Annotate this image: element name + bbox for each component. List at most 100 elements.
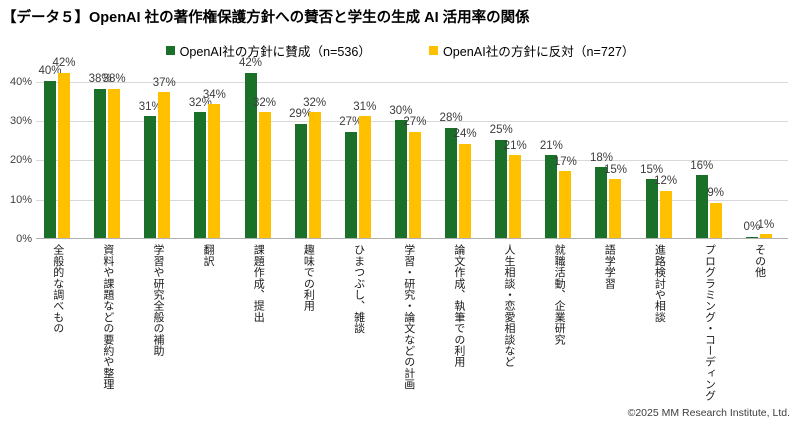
bar-oppose[interactable] [158, 92, 171, 238]
plot-area: 40% 42% 38% 38% 31% 37% 32% 34% 42% 32% 29% 32% 27% 3… [36, 58, 788, 239]
bar-oppose[interactable] [509, 155, 522, 238]
bar-value-label: 32% [303, 96, 327, 109]
y-tick-label: 40% [9, 75, 32, 88]
x-category-label: 趣味での利用 [302, 244, 315, 312]
bar-group[interactable]: 18% 15% [587, 62, 637, 238]
bar-value-label: 42% [52, 57, 76, 70]
bar-agree[interactable] [144, 116, 157, 238]
bar-agree[interactable] [545, 155, 558, 238]
bar-oppose[interactable] [759, 234, 772, 238]
x-category-label: 課題作成、提出 [252, 244, 265, 323]
bar-oppose[interactable] [258, 112, 271, 238]
bar-value-label: 21% [539, 139, 563, 152]
bar-oppose[interactable] [709, 202, 722, 238]
x-category-label: 学習や研究全般の補助 [152, 244, 165, 356]
bar-oppose[interactable] [58, 72, 70, 238]
bar-value-label: 31% [138, 100, 162, 113]
bar-value-label: 27% [339, 116, 363, 129]
bar-value-label: 32% [188, 96, 212, 109]
chart-legend: OpenAI社の方針に賛成（n=536） OpenAI社の方針に反対（n=727… [0, 40, 800, 60]
bar-value-label: 34% [202, 88, 226, 101]
bar-agree[interactable] [745, 236, 758, 238]
legend-swatch-oppose-icon [429, 45, 438, 55]
bar-value-label: 17% [553, 155, 577, 168]
bar-group[interactable]: 40% 42% [36, 58, 86, 238]
bar-value-label: 12% [654, 175, 678, 188]
bar-value-label: 38% [88, 73, 112, 86]
bar-oppose[interactable] [108, 88, 121, 238]
bar-agree[interactable] [445, 127, 458, 238]
copyright-footer: ©2025 MM Research Institute, Ltd. [627, 407, 790, 419]
bar-group[interactable]: 27% 31% [337, 62, 387, 238]
bar-group[interactable]: 29% 32% [287, 62, 337, 238]
x-category-label: 語学学習 [603, 244, 616, 289]
bar-agree[interactable] [595, 167, 608, 238]
y-tick-label: 30% [9, 115, 32, 127]
y-tick-label: 20% [9, 154, 32, 167]
bar-group[interactable]: 30% 27% [387, 62, 437, 238]
bar-agree[interactable] [695, 175, 708, 238]
x-category-label: 人生相談・恋愛相談など [502, 244, 515, 368]
bar-group[interactable]: 28% 24% [437, 62, 487, 238]
bar-value-label: 18% [589, 151, 613, 164]
x-category-label: 学習・研究・論文などの計画 [402, 244, 415, 390]
bar-value-label: 31% [353, 100, 377, 113]
bar-value-label: 29% [289, 108, 313, 121]
legend-label-oppose: OpenAI社の方針に反対（n=727） [443, 44, 635, 59]
bar-group[interactable]: 16% 9% [688, 62, 738, 238]
x-category-label: 資料や課題などの要約や整理 [101, 244, 114, 390]
bar-value-label: 42% [239, 57, 263, 70]
bar-oppose[interactable] [408, 131, 421, 238]
bar-value-label: 16% [690, 159, 714, 172]
bar-oppose[interactable] [208, 104, 221, 238]
gridline [36, 81, 788, 83]
x-category-label: 就職活動、企業研究 [553, 244, 566, 345]
bar-oppose[interactable] [308, 112, 321, 238]
bar-agree[interactable] [94, 88, 107, 238]
bar-value-label: 40% [38, 65, 62, 78]
x-category-label: 翻訳 [202, 244, 215, 267]
bar-value-label: 21% [503, 139, 527, 152]
bar-oppose[interactable] [459, 143, 472, 238]
y-tick-label: 0% [16, 233, 32, 245]
bar-oppose[interactable] [659, 190, 672, 238]
bar-agree[interactable] [344, 131, 357, 238]
bar-agree[interactable] [244, 72, 257, 238]
legend-swatch-agree-icon [165, 45, 175, 55]
bar-group[interactable]: 21% 17% [537, 62, 587, 238]
x-category-label: プログラミング・コーディング [703, 244, 716, 401]
x-category-label: 進路検討や相談 [653, 244, 666, 323]
bar-group[interactable]: 0% 1% [738, 62, 788, 238]
bar-agree[interactable] [194, 112, 207, 238]
bar-group[interactable]: 42% 32% [237, 58, 287, 238]
bar-agree[interactable] [294, 123, 307, 238]
bar-agree[interactable] [394, 120, 407, 238]
x-axis-categories: 全般的な調べもの 資料や課題などの要約や整理 学習や研究全般の補助 翻訳 課題作成、提出… [36, 244, 788, 401]
bar-oppose[interactable] [559, 171, 572, 238]
legend-item-agree: OpenAI社の方針に賛成（n=536） [165, 41, 371, 60]
bar-value-label: 30% [389, 104, 413, 117]
chart-area: 0% 10% 20% 30% 40% 40% 42% 38% 38% 31% 37% 32% 34% 4… [0, 58, 800, 401]
y-tick-label: 10% [9, 193, 32, 206]
title-bar: 【データ５】OpenAI 社の著作権保護方針への賛否と学生の生成 AI 活用率の… [0, 0, 800, 32]
bar-group[interactable]: 15% 12% [638, 62, 688, 238]
bar-group[interactable]: 31% 37% [136, 62, 186, 238]
bar-oppose[interactable] [358, 116, 371, 238]
bar-value-label: 1% [757, 218, 775, 231]
bar-value-label: 25% [489, 124, 513, 137]
bar-oppose[interactable] [609, 179, 622, 238]
bar-agree[interactable] [44, 80, 56, 238]
bar-group[interactable]: 32% 34% [186, 62, 236, 238]
bar-value-label: 32% [253, 96, 277, 109]
bar-agree[interactable] [495, 139, 508, 238]
bar-group[interactable]: 38% 38% [86, 62, 136, 238]
x-axis-line [36, 238, 788, 239]
bar-agree[interactable] [645, 179, 658, 238]
x-category-label: その他 [753, 244, 766, 278]
bar-value-label: 9% [707, 187, 725, 200]
y-axis: 0% 10% 20% 30% 40% [0, 62, 32, 245]
gridline [36, 121, 788, 122]
bar-value-label: 15% [603, 163, 627, 176]
page-title: 【データ５】OpenAI 社の著作権保護方針への賛否と学生の生成 AI 活用率の… [2, 9, 530, 26]
bar-group[interactable]: 25% 21% [487, 62, 537, 238]
